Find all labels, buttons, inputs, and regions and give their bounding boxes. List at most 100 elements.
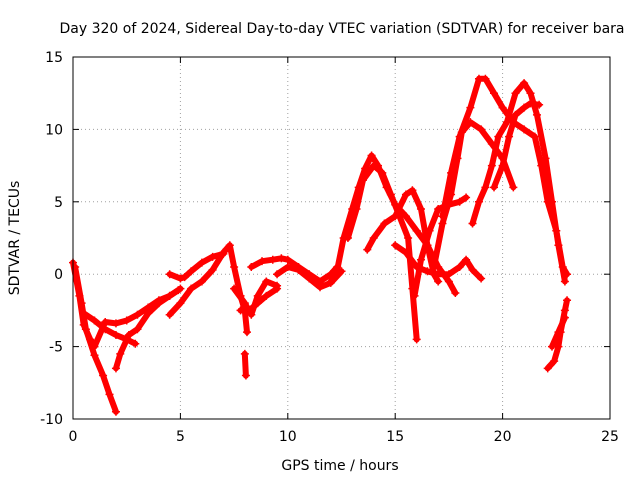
data-point <box>526 99 535 108</box>
data-point <box>101 317 110 326</box>
data-point <box>477 274 486 283</box>
data-point <box>305 274 314 283</box>
data-point <box>101 325 110 334</box>
data-point <box>455 262 464 271</box>
data-point <box>416 205 425 214</box>
data-point <box>361 164 370 173</box>
series-19 <box>468 79 569 286</box>
data-point <box>133 310 142 319</box>
data-point <box>560 306 569 315</box>
data-point <box>404 234 413 242</box>
x-tick-label: 15 <box>386 429 404 445</box>
data-point <box>247 262 256 271</box>
data-point <box>343 234 352 242</box>
data-point <box>434 277 443 286</box>
data-point <box>429 262 438 271</box>
data-point <box>105 390 114 399</box>
data-point <box>438 212 447 221</box>
data-point <box>520 103 529 112</box>
data-point <box>434 205 443 214</box>
data-point <box>548 342 557 351</box>
series-line <box>392 242 485 282</box>
y-axis-label: SDTVAR / TECUs <box>7 181 23 296</box>
data-point <box>111 407 120 416</box>
data-point <box>416 255 425 264</box>
data-point <box>560 313 569 322</box>
chart-title: Day 320 of 2024, Sidereal Day-to-day VTE… <box>59 21 624 37</box>
series-20 <box>490 99 544 192</box>
data-point <box>316 283 325 292</box>
data-point <box>240 299 249 308</box>
data-point <box>268 255 277 264</box>
data-point <box>187 267 196 276</box>
data-point <box>90 316 99 325</box>
data-point <box>236 306 245 315</box>
y-tick-label: 15 <box>45 50 63 66</box>
data-point <box>294 265 303 274</box>
y-tick-label: -5 <box>49 340 63 356</box>
data-point <box>468 265 477 274</box>
data-point <box>380 219 389 228</box>
data-point <box>242 328 251 337</box>
data-point <box>230 262 239 271</box>
data-point <box>197 258 206 267</box>
data-point <box>526 89 535 98</box>
data-point <box>490 183 499 192</box>
data-point <box>550 357 559 366</box>
plot-frame <box>72 56 611 420</box>
data-point <box>367 151 376 160</box>
data-point <box>498 161 507 170</box>
data-point <box>262 277 271 286</box>
axis-ticks: 0 5 10 15 20 25 -10 -5 0 5 10 15 <box>40 50 619 445</box>
data-point <box>498 103 507 112</box>
data-point <box>481 183 490 192</box>
data-point <box>111 319 120 328</box>
data-point <box>494 132 503 141</box>
data-point <box>90 351 99 360</box>
data-point <box>468 219 477 228</box>
data-point <box>241 371 250 380</box>
data-point <box>154 299 163 308</box>
y-tick-label: 10 <box>45 122 63 138</box>
x-tick-label: 5 <box>176 429 185 445</box>
data-point <box>477 125 486 134</box>
data-point <box>535 100 544 109</box>
data-point <box>124 331 133 340</box>
data-point <box>230 284 239 293</box>
y-tick-label: -10 <box>40 412 63 428</box>
data-point <box>554 328 563 337</box>
data-point <box>197 277 206 286</box>
data-point <box>180 273 189 282</box>
data-point <box>462 255 471 264</box>
data-point <box>253 291 262 300</box>
data-point <box>133 325 142 334</box>
data-point <box>369 161 378 170</box>
x-tick-label: 10 <box>279 429 297 445</box>
data-point <box>208 265 217 274</box>
data-point <box>165 270 174 279</box>
data-point <box>541 154 550 163</box>
data-point <box>225 241 234 250</box>
data-point <box>358 176 367 185</box>
series-17 <box>429 118 518 271</box>
data-point <box>481 74 490 83</box>
data-point <box>530 132 539 141</box>
data-point <box>490 89 499 98</box>
y-tick-label: 5 <box>54 195 63 211</box>
data-point <box>283 262 292 271</box>
data-point <box>187 284 196 293</box>
y-tick-label: 0 <box>54 267 63 283</box>
series-7 <box>165 249 228 283</box>
data-point <box>326 277 335 286</box>
data-point <box>423 267 432 276</box>
data-point <box>79 309 88 318</box>
x-tick-label: 0 <box>69 429 78 445</box>
data-point <box>176 299 185 308</box>
data-point <box>511 110 520 119</box>
data-point <box>434 270 443 279</box>
data-point <box>466 103 475 112</box>
data-point <box>363 245 372 254</box>
data-point <box>165 291 174 300</box>
data-point <box>253 299 262 308</box>
